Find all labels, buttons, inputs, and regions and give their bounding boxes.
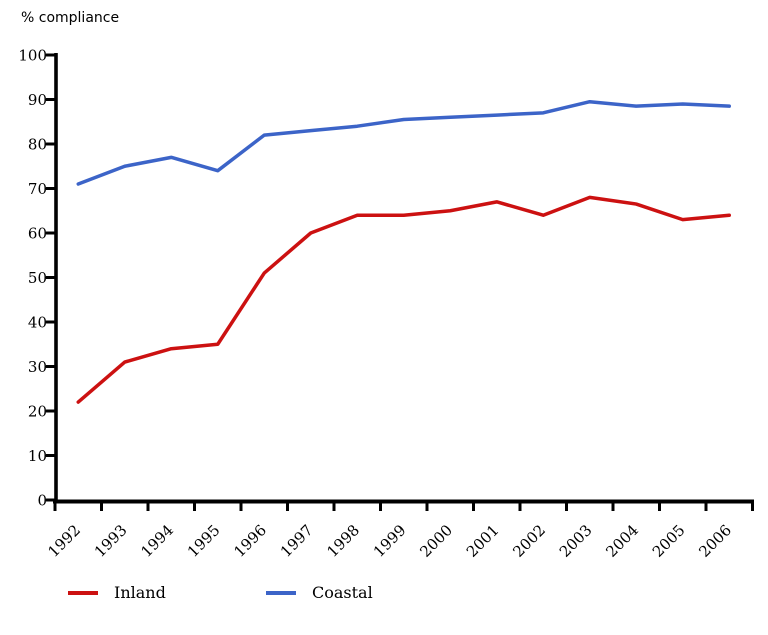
series-line-coastal (76, 99, 731, 186)
legend-label-inland: Inland (114, 583, 166, 602)
x-tick-label: 2001 (463, 521, 503, 561)
y-tick-label: 0 (37, 491, 47, 509)
x-tick-label: 1995 (184, 521, 224, 561)
x-tick-label: 2002 (509, 521, 549, 561)
x-tick-label: 2004 (602, 521, 642, 561)
x-tick-label: 1998 (323, 521, 363, 561)
legend-item-inland: Inland (68, 583, 166, 602)
y-tick-label: 80 (28, 135, 47, 153)
inland-line-swatch (68, 590, 98, 595)
y-tick-label: 40 (28, 313, 47, 331)
x-tick-label: 1999 (370, 521, 410, 561)
x-tick-label: 1997 (277, 521, 317, 561)
y-axis-title: % compliance (21, 10, 120, 26)
legend: Inland Coastal (0, 583, 768, 617)
data-series (76, 99, 731, 404)
x-tick-label: 1992 (44, 521, 84, 561)
x-tick-label: 1994 (137, 521, 177, 561)
x-tick-label: 2006 (695, 521, 735, 561)
y-tick-label: 100 (18, 46, 47, 64)
x-tick-label: 2000 (416, 521, 456, 561)
axis-ticks (46, 53, 754, 511)
y-tick-label: 50 (28, 269, 47, 287)
series-line-inland (76, 195, 731, 404)
y-tick-label: 70 (28, 180, 47, 198)
legend-item-coastal: Coastal (266, 583, 373, 602)
x-tick-label: 2003 (556, 521, 596, 561)
y-tick-label: 20 (28, 402, 47, 420)
x-tick-label: 1993 (91, 521, 131, 561)
coastal-line-swatch (266, 590, 296, 595)
x-tick-label: 1996 (230, 521, 270, 561)
y-tick-label: 60 (28, 224, 47, 242)
y-tick-label: 30 (28, 358, 47, 376)
legend-label-coastal: Coastal (312, 583, 373, 602)
x-tick-label: 2005 (649, 521, 689, 561)
y-tick-label: 90 (28, 91, 47, 109)
y-tick-label: 10 (28, 447, 47, 465)
